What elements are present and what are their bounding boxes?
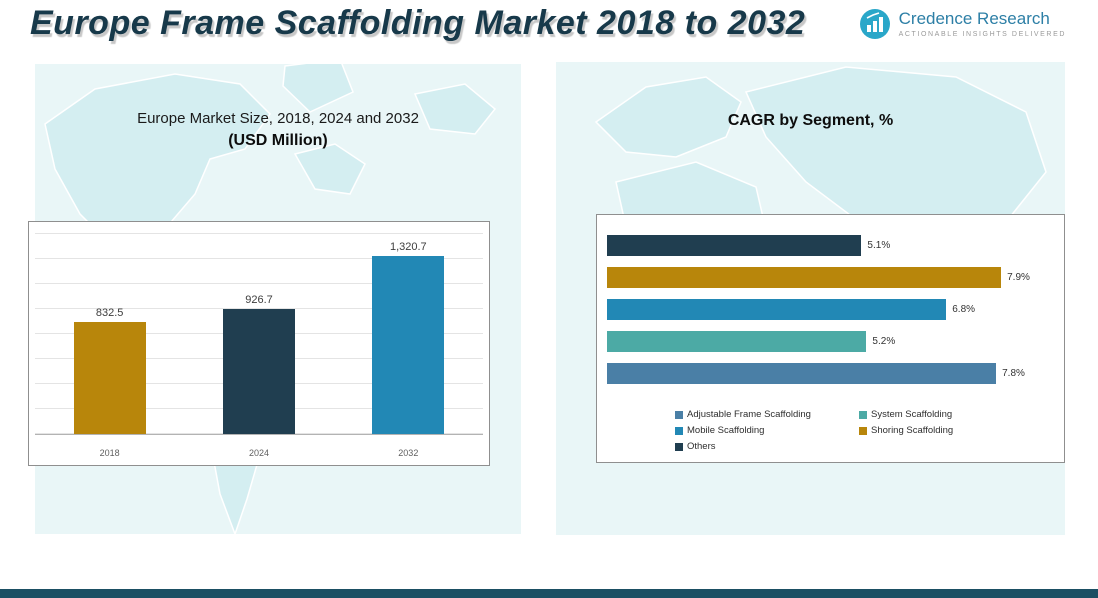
bar-value-label: 5.2%	[872, 336, 896, 347]
hbar-row: 7.9%	[607, 267, 1056, 288]
bar-value-label: 1,320.7	[389, 241, 427, 254]
legend-label: Adjustable Frame Scaffolding	[687, 409, 811, 420]
legend-label: Shoring Scaffolding	[871, 425, 954, 436]
left-chart-subtitle: (USD Million)	[228, 132, 328, 149]
brand-name: Credence Research	[898, 9, 1050, 29]
hbar	[607, 235, 862, 256]
legend-label: Mobile Scaffolding	[687, 425, 765, 436]
legend-label: Others	[687, 441, 716, 452]
column-bar-group: 926.7	[185, 232, 333, 434]
bar-value-label: 7.9%	[1007, 272, 1030, 283]
bar-value-label: 832.5	[95, 306, 124, 319]
credence-logo-icon	[859, 9, 890, 39]
category-label: 2032	[398, 448, 419, 458]
legend-item: Others	[675, 441, 853, 452]
credence-logo: Credence Research Actionable Insights De…	[859, 8, 1066, 40]
legend-swatch	[675, 442, 683, 451]
column-bar	[73, 321, 146, 434]
legend-swatch	[859, 410, 867, 419]
market-size-chart-card: 832.5 926.7 1,320.7 2018 2024 2032	[28, 221, 490, 466]
brand-text-block: Credence Research Actionable Insights De…	[898, 9, 1066, 38]
bar-value-label: 7.8%	[1002, 368, 1025, 379]
legend-swatch	[675, 426, 683, 435]
cagr-legend: Adjustable Frame Scaffolding System Scaff…	[675, 409, 953, 452]
legend-item: Mobile Scaffolding	[675, 425, 853, 436]
hbar	[607, 299, 947, 320]
column-bar	[372, 256, 445, 434]
hbar-row: 6.8%	[607, 299, 1056, 320]
column-bar	[222, 309, 295, 434]
column-bar-group: 832.5	[36, 232, 184, 434]
category-label: 2018	[99, 448, 120, 458]
hbar-row: 7.8%	[607, 363, 1056, 384]
brand-tagline: Actionable Insights Delivered	[898, 30, 1066, 38]
legend-swatch	[859, 426, 867, 435]
hbar-chart-plot: 5.1% 7.9% 6.8% 5.2% 7.8%	[607, 235, 1056, 395]
column-chart-plot: 832.5 926.7 1,320.7	[35, 232, 483, 435]
column-chart-categories: 2018 2024 2032	[35, 448, 483, 458]
left-chart-title: Europe Market Size, 2018, 2024 and 2032	[137, 110, 419, 127]
legend-swatch	[675, 410, 683, 419]
legend-item: Shoring Scaffolding	[859, 425, 953, 436]
right-chart-title: CAGR by Segment, %	[727, 112, 894, 129]
hbar-row: 5.2%	[607, 331, 1056, 352]
bar-value-label: 5.1%	[867, 240, 891, 251]
category-label: 2024	[248, 448, 269, 458]
hbar	[607, 331, 867, 352]
hbar	[607, 267, 1002, 288]
footer-bar	[0, 589, 1098, 598]
legend-label: System Scaffolding	[871, 409, 953, 420]
cagr-chart-card: 5.1% 7.9% 6.8% 5.2% 7.8% Adjustable Frame Sc…	[596, 214, 1065, 463]
legend-item: System Scaffolding	[859, 409, 953, 420]
hbar-row: 5.1%	[607, 235, 1056, 256]
legend-item: Adjustable Frame Scaffolding	[675, 409, 853, 420]
column-bar-group: 1,320.7	[334, 232, 482, 434]
bar-value-label: 6.8%	[952, 304, 976, 315]
hbar	[607, 363, 997, 384]
page-title: Europe Frame Scaffolding Market 2018 to …	[30, 4, 806, 42]
bar-value-label: 926.7	[245, 294, 273, 307]
